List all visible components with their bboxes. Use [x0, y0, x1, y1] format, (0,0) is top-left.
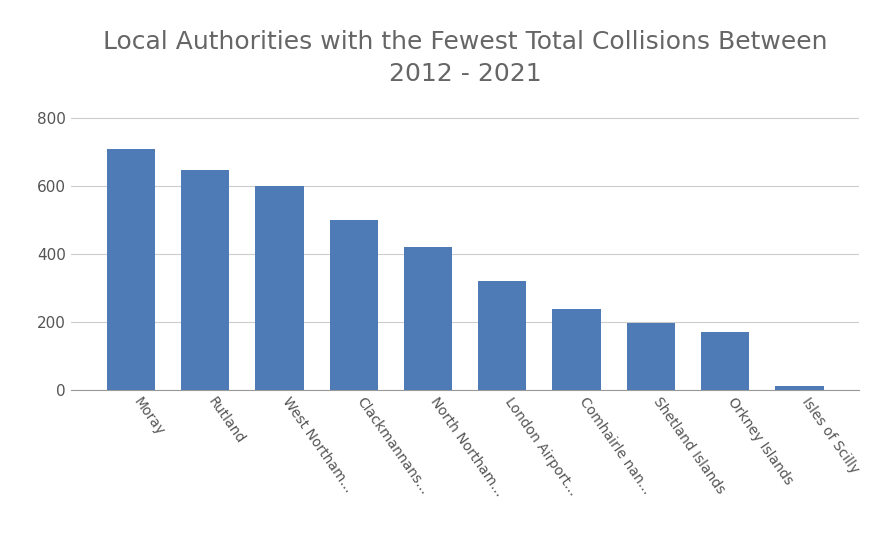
Bar: [626, 323, 675, 390]
Bar: [404, 247, 452, 390]
Bar: [775, 386, 824, 390]
Bar: [478, 281, 526, 390]
Bar: [701, 332, 750, 390]
Bar: [553, 308, 601, 390]
Bar: [181, 170, 229, 390]
Bar: [330, 220, 377, 390]
Bar: [255, 186, 304, 390]
Title: Local Authorities with the Fewest Total Collisions Between
2012 - 2021: Local Authorities with the Fewest Total …: [103, 30, 828, 86]
Bar: [106, 149, 155, 390]
